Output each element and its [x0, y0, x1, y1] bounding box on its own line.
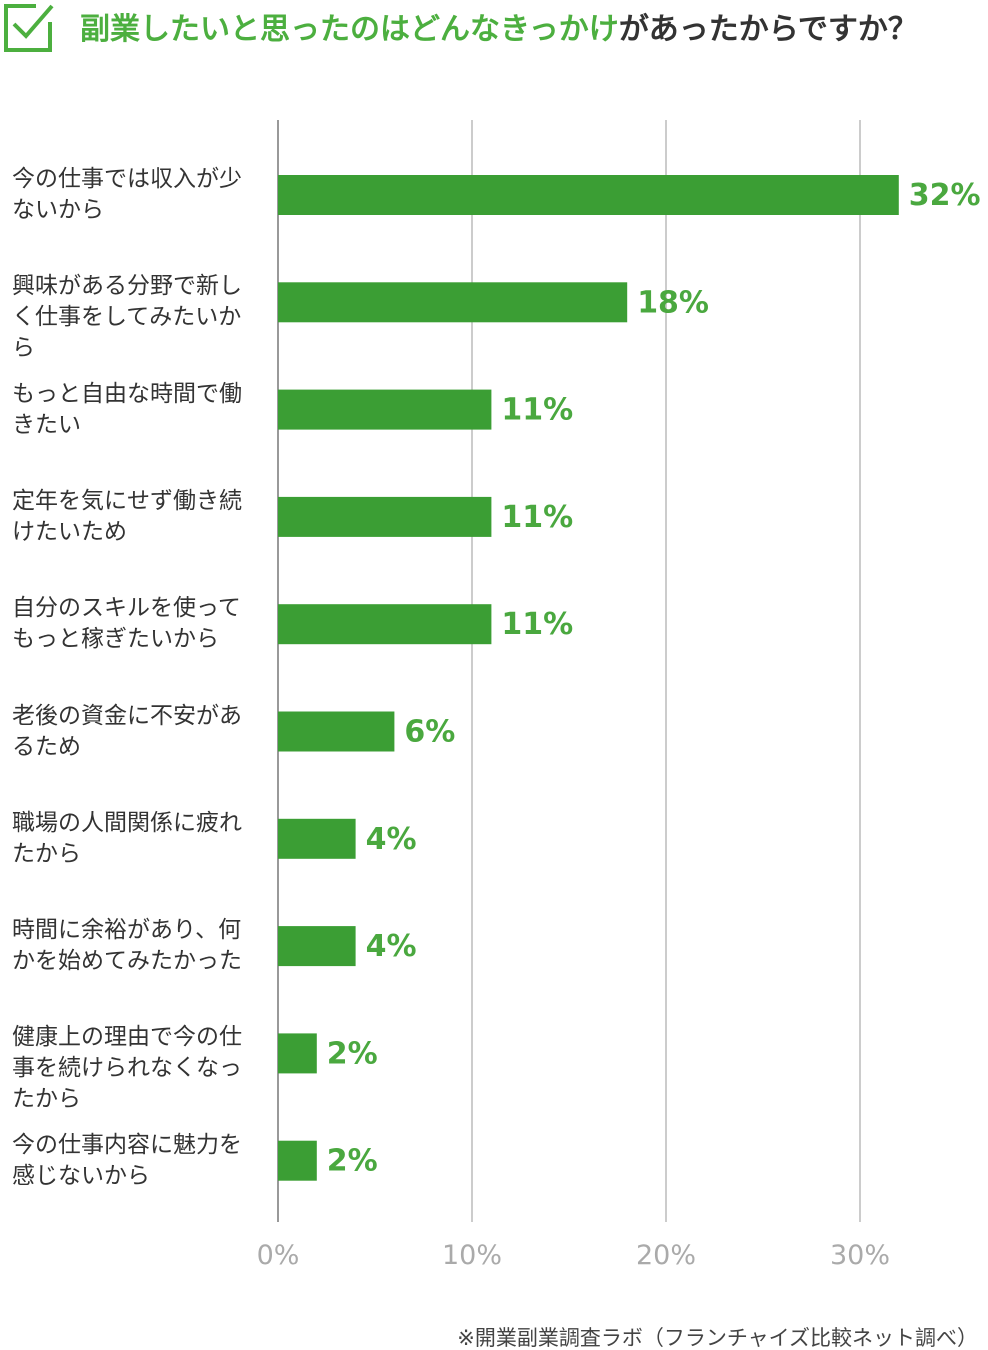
- bar: [278, 1033, 317, 1074]
- category-label: 健康上の理由で今の仕事を続けられなくなったから: [12, 1024, 242, 1113]
- title-part: 副業したいと思ったのはどんなきっかけ: [80, 12, 619, 47]
- title-part: があったからですか？: [618, 12, 918, 47]
- value-label: 6%: [404, 715, 455, 750]
- bar: [278, 818, 356, 859]
- value-label: 32%: [909, 178, 981, 213]
- value-label: 4%: [366, 929, 417, 964]
- chart-title: 副業したいと思ったのはどんなきっかけがあったからですか？: [80, 0, 980, 60]
- bar: [278, 389, 492, 430]
- bar: [278, 282, 628, 323]
- note: ※開業副業調査ラボ（フランチャイズ比較ネット調べ）: [457, 1326, 978, 1350]
- category-label: 職場の人間関係に疲れたから: [12, 809, 242, 867]
- x-tick-label: 20%: [636, 1240, 696, 1271]
- category-label: 今の仕事内容に魅力を感じないから: [12, 1131, 242, 1189]
- x-tick-label: 0%: [257, 1240, 300, 1271]
- value-label: 2%: [327, 1036, 378, 1071]
- bar: [278, 1140, 317, 1181]
- x-tick-label: 30%: [830, 1240, 890, 1271]
- check-icon: [4, 4, 54, 52]
- category-label: 定年を気にせず働き続けたいため: [12, 487, 242, 545]
- value-label: 4%: [366, 822, 417, 857]
- bar: [278, 926, 356, 967]
- value-label: 18%: [637, 285, 709, 320]
- bar: [278, 604, 492, 645]
- category-label: 時間に余裕があり、何かを始めてみたかった: [12, 917, 242, 975]
- value-label: 11%: [501, 393, 573, 428]
- category-label: 老後の資金に不安があるため: [12, 702, 242, 760]
- value-label: 11%: [501, 500, 573, 535]
- value-label: 2%: [327, 1144, 378, 1179]
- category-label: 自分のスキルを使ってもっと稼ぎたいから: [12, 595, 241, 653]
- bar: [278, 175, 899, 215]
- value-label: 11%: [501, 607, 573, 642]
- category-label: もっと自由な時間で働きたい: [12, 380, 242, 438]
- category-label: 興味がある分野で新しく仕事をしてみたいから: [12, 273, 242, 362]
- bar: [278, 711, 395, 752]
- bar: [278, 496, 492, 537]
- category-label: 今の仕事では収入が少ないから: [12, 166, 242, 223]
- x-tick-label: 10%: [442, 1240, 502, 1271]
